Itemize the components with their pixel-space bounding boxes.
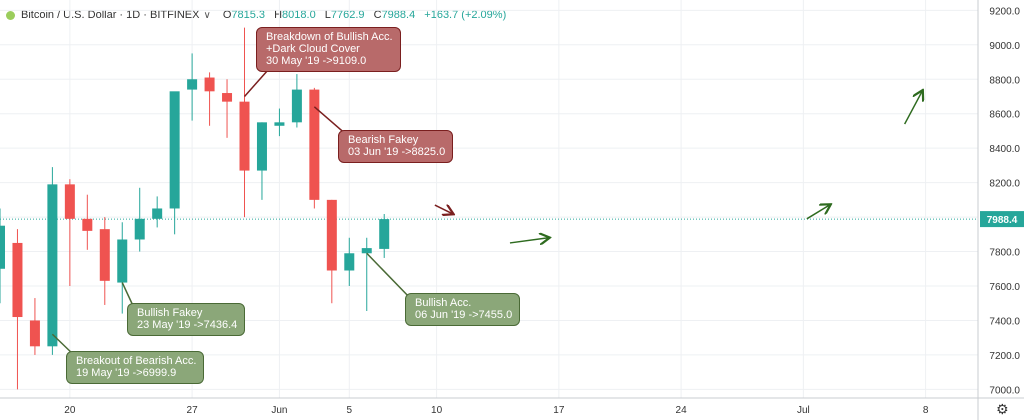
y-tick-label: 7200.0 xyxy=(989,351,1020,362)
candle-body[interactable] xyxy=(222,93,233,102)
chart-header: Bitcoin / U.S. Dollar · 1D · BITFINEX ∨ … xyxy=(6,7,512,23)
ann-bullish-fakey[interactable]: Bullish Fakey 23 May '19 ->7436.4 xyxy=(127,303,246,336)
x-tick-label: 27 xyxy=(187,405,199,416)
candle-body[interactable] xyxy=(152,208,163,219)
x-tick-label: 20 xyxy=(64,405,76,416)
change-value: +163.7 (+2.09%) xyxy=(424,9,507,21)
candle-body[interactable] xyxy=(361,248,372,254)
current-price-label: 7988.4 xyxy=(987,215,1018,226)
x-tick-label: 8 xyxy=(923,405,929,416)
candle-body[interactable] xyxy=(187,79,198,90)
y-tick-label: 7400.0 xyxy=(989,316,1020,327)
candle-body[interactable] xyxy=(204,77,215,92)
ann-bearish-fakey[interactable]: Bearish Fakey 03 Jun '19 ->8825.0 xyxy=(338,130,454,163)
candle-body[interactable] xyxy=(344,253,355,271)
close-value: 7988.4 xyxy=(381,9,416,21)
candle-body[interactable] xyxy=(47,184,58,347)
low-value: 7762.9 xyxy=(330,9,365,21)
open-value: 7815.3 xyxy=(231,9,266,21)
candle-body[interactable] xyxy=(82,218,93,231)
ann-breakdown-leader xyxy=(243,69,269,97)
x-tick-label: 10 xyxy=(431,405,443,416)
candle-body[interactable] xyxy=(134,218,145,240)
close-label: C xyxy=(373,9,382,21)
ann-breakout-bearish[interactable]: Breakout of Bearish Acc. 19 May '19 ->69… xyxy=(66,351,205,384)
candle-body[interactable] xyxy=(309,89,320,200)
symbol-status-icon xyxy=(6,10,15,20)
ann-bullish-acc[interactable]: Bullish Acc. 06 Jun '19 ->7455.0 xyxy=(405,293,521,326)
high-label: H xyxy=(274,9,283,21)
ann-bullish-acc-leader xyxy=(366,252,413,301)
candle-body[interactable] xyxy=(12,242,23,318)
candle-body[interactable] xyxy=(256,122,267,171)
x-tick-label: Jun xyxy=(271,405,287,416)
y-tick-label: 7600.0 xyxy=(989,282,1020,293)
y-tick-label: 8600.0 xyxy=(989,110,1020,121)
x-tick-label: 5 xyxy=(347,405,353,416)
y-tick-label: 8200.0 xyxy=(989,179,1020,190)
y-tick-label: 8800.0 xyxy=(989,75,1020,86)
arrow-red-arrow xyxy=(434,205,452,214)
open-label: O xyxy=(222,9,232,21)
low-label: L xyxy=(324,9,331,21)
candle-body[interactable] xyxy=(64,184,75,219)
y-tick-label: 8400.0 xyxy=(989,144,1020,155)
candle-body[interactable] xyxy=(326,199,337,271)
ohlc-readout: O7815.3 H8018.0 L7762.9 C7988.4 +163.7 (… xyxy=(223,9,512,21)
x-tick-label: 17 xyxy=(553,405,565,416)
arrow-green-1-arrow xyxy=(509,238,548,243)
arrow-green-3-arrow xyxy=(903,91,922,125)
y-tick-label: 7800.0 xyxy=(989,248,1020,259)
symbol-title[interactable]: Bitcoin / U.S. Dollar · 1D · BITFINEX xyxy=(21,9,200,21)
y-tick-label: 9000.0 xyxy=(989,41,1020,52)
candle-body[interactable] xyxy=(291,89,302,123)
gear-icon[interactable]: ⚙ xyxy=(996,401,1009,417)
x-tick-label: Jul xyxy=(797,405,810,416)
candle-body[interactable] xyxy=(239,101,250,171)
candle-body[interactable] xyxy=(379,219,390,249)
candle-body[interactable] xyxy=(117,239,128,283)
candle-body[interactable] xyxy=(29,320,40,347)
candle-body[interactable] xyxy=(0,225,5,269)
y-tick-label: 9200.0 xyxy=(989,6,1020,17)
candle-body[interactable] xyxy=(169,91,180,209)
ann-breakdown[interactable]: Breakdown of Bullish Acc. +Dark Cloud Co… xyxy=(256,27,401,72)
candle-body[interactable] xyxy=(99,229,110,281)
high-value: 8018.0 xyxy=(282,9,316,21)
current-price-tag xyxy=(980,211,1024,228)
chevron-down-icon[interactable]: ∨ xyxy=(203,9,211,21)
x-tick-label: 24 xyxy=(676,405,688,416)
candle-body[interactable] xyxy=(274,122,285,126)
arrow-green-2-arrow xyxy=(806,205,830,220)
y-tick-label: 7000.0 xyxy=(989,385,1020,396)
